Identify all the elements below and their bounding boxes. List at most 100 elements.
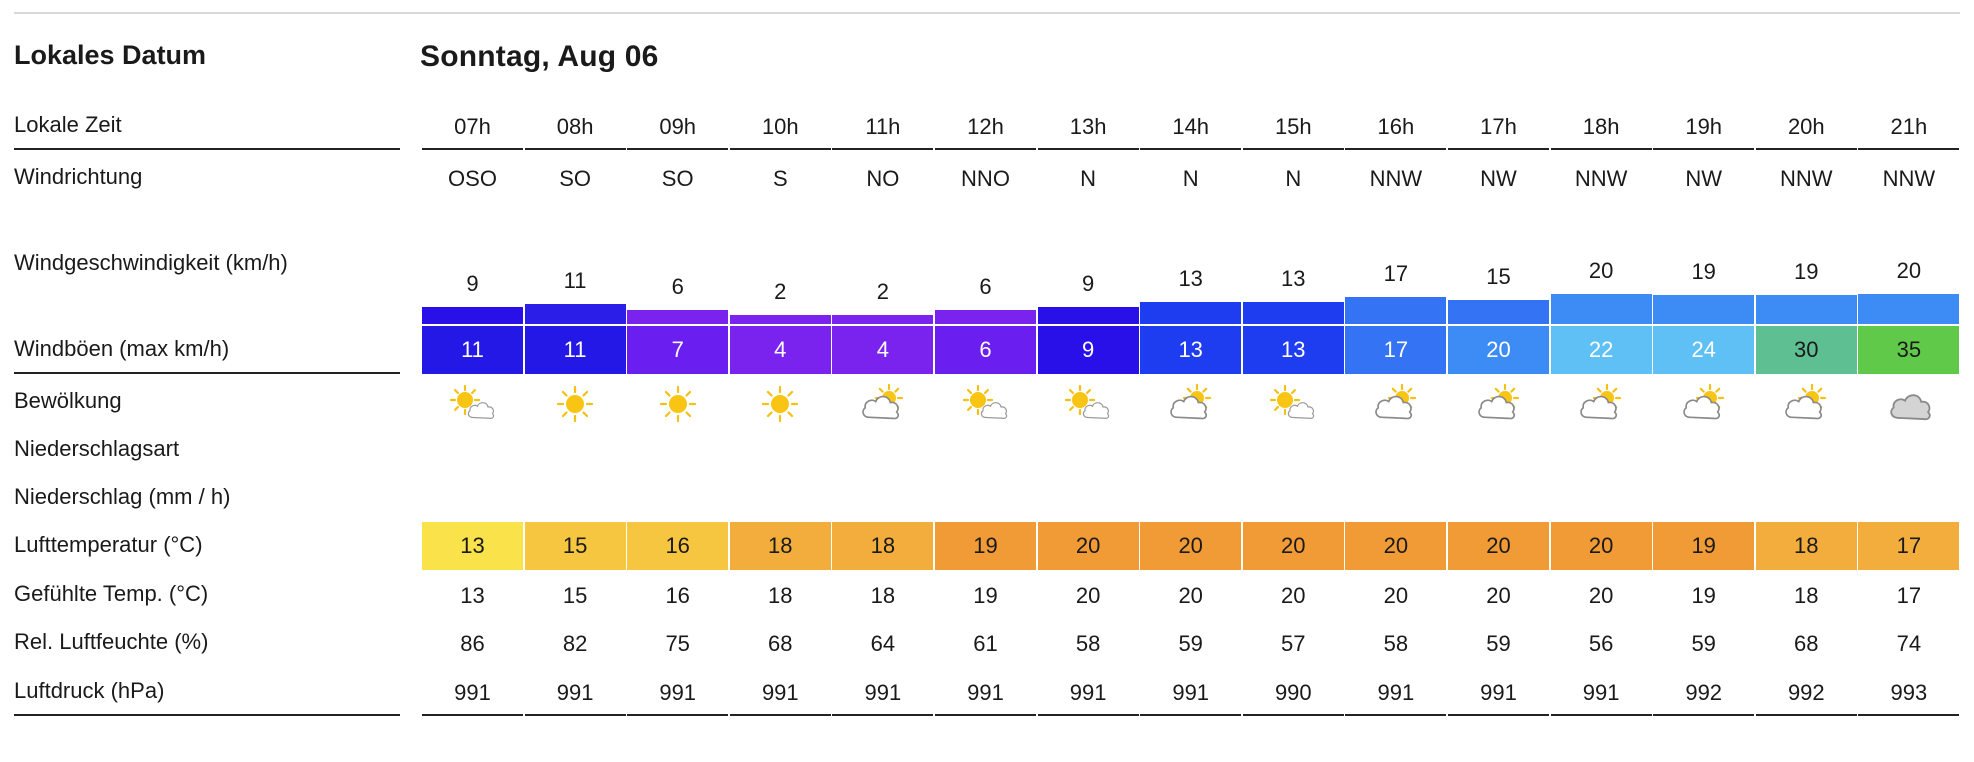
pressure-value: 991	[556, 680, 594, 705]
wind-speed-value: 11	[563, 268, 587, 294]
feels-like-value: 17	[1896, 583, 1922, 608]
pressure-value: 992	[1685, 680, 1723, 705]
air-temp-cell: 20	[1448, 522, 1549, 570]
pressure-value: 991	[864, 680, 902, 705]
wind-gust-cell: 11	[524, 326, 626, 374]
column-rule	[1550, 148, 1652, 150]
humidity-label: Rel. Luftfeuchte (%)	[14, 629, 209, 654]
wind-gust-cell: 20	[1448, 326, 1549, 374]
wind-speed-value: 6	[979, 274, 992, 300]
wind-speed-value: 13	[1178, 266, 1203, 292]
wind-gust-cell: 13	[1140, 326, 1242, 374]
feels-like-value: 20	[1281, 583, 1306, 608]
wind-gust-cell: 13	[1242, 326, 1344, 374]
wind-speed-bar	[524, 304, 626, 324]
local-date-label: Lokales Datum	[14, 40, 207, 70]
gusts-rule-left	[14, 372, 400, 374]
wind-direction: NNW	[1574, 166, 1628, 191]
top-divider	[14, 12, 1960, 14]
local-time-label: Lokale Zeit	[14, 112, 122, 137]
column-rule	[1755, 714, 1857, 716]
wind-gust-cell: 22	[1550, 326, 1652, 374]
column-rule	[935, 148, 1036, 150]
hour-label: 10h	[761, 114, 799, 139]
wind-direction: N	[1182, 166, 1199, 191]
wind-speed-value: 20	[1588, 258, 1614, 283]
wind-speed-value: 13	[1281, 266, 1306, 292]
column-rule	[1653, 148, 1755, 150]
hour-label: 07h	[454, 114, 491, 139]
hour-label: 18h	[1582, 114, 1620, 139]
pressure-label: Luftdruck (hPa)	[14, 678, 165, 703]
pressure-value: 991	[1377, 680, 1415, 705]
wind-speed-bar	[1037, 306, 1139, 324]
partly-cloudy-icon	[422, 380, 523, 428]
pressure-value: 991	[1069, 680, 1107, 705]
air-temp-cell: 20	[1550, 522, 1652, 570]
pressure-value: 991	[967, 680, 1004, 705]
sun-icon	[525, 380, 626, 428]
air-temp-cell: 20	[1345, 522, 1447, 570]
pressure-value: 991	[659, 680, 697, 705]
column-rule	[1653, 714, 1755, 716]
feels-like-value: 16	[665, 583, 690, 608]
air-temp-cell: 18	[832, 522, 934, 570]
feels-like-value: 18	[1794, 583, 1819, 608]
hour-label: 16h	[1377, 114, 1415, 139]
feels-like-value: 13	[460, 583, 485, 608]
partly-cloudy-icon	[1448, 380, 1549, 428]
air-temp-cell: 18	[1755, 522, 1857, 570]
wind-direction: NNO	[961, 166, 1010, 191]
hour-label: 15h	[1274, 114, 1312, 139]
wind-speed-value: 9	[466, 270, 479, 296]
column-rule	[627, 714, 729, 716]
partly-cloudy-icon	[1243, 380, 1344, 428]
wind-speed-bar	[1242, 302, 1344, 324]
wind-gust-cell: 7	[627, 326, 729, 374]
partly-cloudy-icon	[935, 380, 1036, 428]
wind-speed-bar	[1345, 297, 1447, 324]
wind-direction: NNW	[1780, 166, 1833, 191]
wind-direction: NW	[1685, 166, 1723, 191]
hour-label: 17h	[1480, 114, 1517, 139]
wind-speed-value: 9	[1081, 270, 1095, 296]
column-rule	[1755, 148, 1857, 150]
humidity-value: 64	[870, 631, 896, 656]
feels-like-value: 20	[1486, 583, 1511, 608]
humidity-value: 68	[768, 631, 793, 656]
pressure-value: 991	[1582, 680, 1620, 705]
humidity-value: 68	[1794, 631, 1819, 656]
wind-speed-value: 19	[1794, 259, 1819, 285]
column-rule	[1242, 714, 1344, 716]
partly-cloudy-icon	[1756, 380, 1857, 428]
air-temp-cell: 20	[1037, 522, 1139, 570]
pressure-value: 992	[1787, 680, 1825, 705]
day-title: Sonntag, Aug 06	[420, 40, 659, 73]
time-rule-left	[14, 148, 400, 150]
partly-cloudy-icon	[1345, 380, 1446, 428]
hour-label: 21h	[1890, 114, 1928, 139]
wind-gust-cell: 17	[1345, 326, 1447, 374]
column-rule	[422, 148, 523, 150]
humidity-value: 86	[460, 631, 485, 656]
column-rule	[1448, 148, 1549, 150]
column-rule	[935, 714, 1036, 716]
humidity-value: 82	[562, 631, 588, 656]
pressure-value: 991	[454, 680, 491, 705]
wind-direction: S	[772, 166, 788, 191]
pressure-value: 991	[1480, 680, 1517, 705]
column-rule	[729, 714, 831, 716]
feels-like-value: 20	[1383, 583, 1409, 608]
wind-speed-value: 20	[1896, 258, 1922, 283]
humidity-value: 61	[973, 631, 998, 656]
air-temp-cell: 19	[1653, 522, 1755, 570]
pressure-value: 993	[1890, 680, 1928, 705]
wind-direction: NNW	[1882, 166, 1936, 191]
wind-direction: NNW	[1369, 166, 1423, 191]
column-rule	[524, 148, 626, 150]
hour-label: 08h	[556, 114, 594, 139]
cloud-icon	[1858, 380, 1959, 428]
column-rule	[1140, 714, 1242, 716]
wind-speed-value: 17	[1383, 261, 1409, 287]
hour-label: 13h	[1069, 114, 1107, 139]
